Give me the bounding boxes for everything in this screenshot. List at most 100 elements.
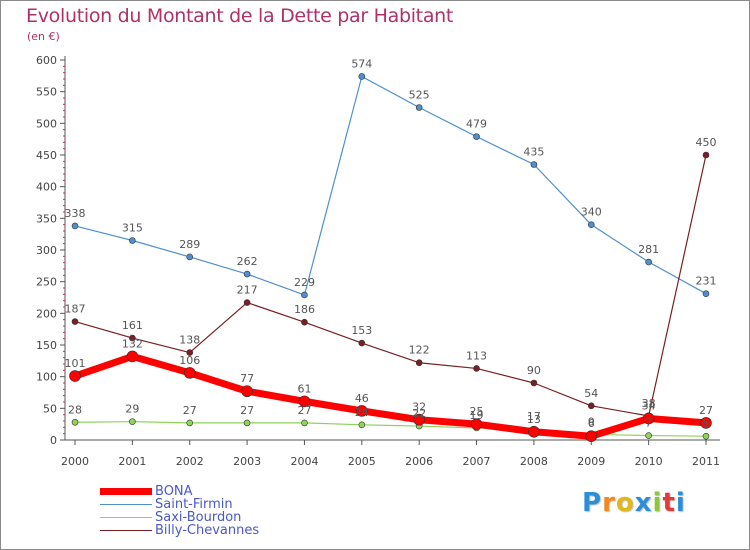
data-point-bona bbox=[241, 385, 253, 398]
legend-item-bona: BONA bbox=[100, 484, 320, 499]
y-tick-label: 50 bbox=[43, 402, 57, 415]
data-point-saxi-bourdon bbox=[702, 432, 710, 440]
data-point-bona bbox=[298, 395, 311, 408]
data-label-billy-chevannes: 38 bbox=[642, 397, 656, 410]
legend-item-saxi-bourdon: Saxi-Bourdon bbox=[100, 510, 320, 525]
data-label-annotation: 22 bbox=[412, 407, 426, 420]
legend-swatch-saxi-bourdon bbox=[100, 517, 152, 518]
data-point-billy-chevannes bbox=[301, 318, 308, 326]
logo-letter: r bbox=[602, 488, 616, 518]
data-label-bona: 132 bbox=[122, 337, 143, 350]
data-label-bona: 106 bbox=[179, 354, 200, 367]
data-point-billy-chevannes bbox=[473, 365, 480, 372]
x-tick-label: 2007 bbox=[463, 455, 491, 468]
data-label-bona: 46 bbox=[355, 392, 369, 405]
data-point-saint-firmin bbox=[415, 104, 423, 111]
data-point-billy-chevannes bbox=[186, 349, 194, 356]
proxiti-logo: Proxiti bbox=[582, 488, 686, 518]
data-label-bona: 27 bbox=[699, 404, 713, 417]
data-label-annotation: 6 bbox=[703, 417, 710, 430]
data-label-bona: 6 bbox=[588, 417, 595, 430]
data-label-annotation: 27 bbox=[183, 404, 197, 417]
data-point-saxi-bourdon bbox=[358, 421, 366, 429]
data-point-saxi-bourdon bbox=[243, 419, 251, 427]
y-tick-label: 200 bbox=[36, 307, 57, 320]
data-label-saint-firmin: 262 bbox=[237, 255, 258, 268]
data-point-saxi-bourdon bbox=[186, 419, 194, 427]
series-line-billy-chevannes bbox=[74, 154, 707, 417]
data-label-billy-chevannes: 186 bbox=[294, 303, 315, 316]
data-label-billy-chevannes: 161 bbox=[122, 319, 143, 332]
data-point-saxi-bourdon bbox=[71, 418, 79, 426]
logo-letter: i bbox=[675, 488, 686, 518]
x-tick-label: 2006 bbox=[405, 455, 433, 468]
y-tick-label: 300 bbox=[36, 244, 57, 257]
logo-letter: t bbox=[662, 488, 676, 518]
legend-swatch-saint-firmin bbox=[100, 504, 152, 505]
data-point-billy-chevannes bbox=[71, 318, 79, 325]
data-label-billy-chevannes: 90 bbox=[527, 364, 541, 377]
data-point-saint-firmin bbox=[473, 133, 480, 140]
legend: BONA Saint-Firmin Saxi-Bourdon Billy-Che… bbox=[100, 484, 320, 538]
legend-swatch-billy-chevannes bbox=[100, 530, 152, 531]
legend-item-billy-chevannes: Billy-Chevannes bbox=[100, 523, 320, 538]
data-label-bona: 13 bbox=[527, 413, 541, 426]
y-tick-label: 450 bbox=[36, 149, 57, 162]
data-label-billy-chevannes: 122 bbox=[409, 344, 430, 357]
data-point-saint-firmin bbox=[358, 73, 366, 80]
x-tick-label: 2009 bbox=[577, 455, 605, 468]
data-point-saxi-bourdon bbox=[129, 418, 136, 425]
x-tick-label: 2003 bbox=[233, 455, 261, 468]
logo-letter: x bbox=[634, 488, 653, 518]
data-point-saxi-bourdon bbox=[645, 432, 652, 439]
data-label-saint-firmin: 525 bbox=[409, 89, 430, 102]
data-label-saint-firmin: 574 bbox=[351, 57, 372, 70]
data-label-annotation: 19 bbox=[470, 409, 484, 422]
data-point-bona bbox=[585, 430, 598, 443]
legend-item-saint-firmin: Saint-Firmin bbox=[100, 497, 320, 512]
data-point-saint-firmin bbox=[587, 221, 595, 228]
data-label-bona: 77 bbox=[240, 372, 254, 385]
data-label-saint-firmin: 338 bbox=[65, 207, 86, 220]
data-label-bona: 25 bbox=[470, 405, 484, 418]
x-tick-label: 2001 bbox=[118, 455, 146, 468]
data-label-annotation: 9 bbox=[588, 415, 595, 428]
data-label-annotation: 24 bbox=[355, 406, 369, 419]
x-tick-label: 2008 bbox=[520, 455, 548, 468]
x-tick-label: 2004 bbox=[290, 455, 318, 468]
y-tick-label: 350 bbox=[36, 212, 57, 225]
legend-label-bona: BONA bbox=[155, 484, 193, 499]
x-tick-label: 2010 bbox=[635, 455, 663, 468]
data-label-annotation: 27 bbox=[297, 404, 311, 417]
data-point-bona bbox=[700, 417, 712, 429]
data-point-billy-chevannes bbox=[702, 151, 710, 159]
data-point-saxi-bourdon bbox=[301, 419, 308, 427]
y-tick-label: 0 bbox=[50, 434, 57, 447]
data-point-bona bbox=[413, 413, 425, 426]
data-label-saint-firmin: 479 bbox=[466, 118, 487, 131]
data-label-saint-firmin: 229 bbox=[294, 276, 315, 289]
y-tick-label: 250 bbox=[36, 276, 57, 289]
x-tick-label: 2002 bbox=[176, 455, 204, 468]
data-label-billy-chevannes: 217 bbox=[237, 284, 258, 297]
y-tick-label: 550 bbox=[36, 86, 57, 99]
data-label-saint-firmin: 289 bbox=[179, 238, 200, 251]
data-label-bona: 61 bbox=[297, 382, 311, 395]
data-point-saint-firmin bbox=[645, 258, 652, 266]
data-label-saint-firmin: 340 bbox=[581, 206, 602, 219]
y-tick-label: 150 bbox=[36, 339, 57, 352]
data-point-saint-firmin bbox=[243, 270, 251, 278]
data-label-saint-firmin: 281 bbox=[638, 243, 659, 256]
data-point-billy-chevannes bbox=[587, 402, 595, 410]
y-tick-label: 100 bbox=[36, 371, 57, 384]
data-point-bona bbox=[183, 367, 196, 379]
chart-title: Evolution du Montant de la Dette par Hab… bbox=[26, 5, 454, 27]
data-label-annotation: 17 bbox=[527, 410, 541, 423]
y-tick-label: 600 bbox=[36, 54, 57, 67]
x-tick-label: 2011 bbox=[692, 455, 720, 468]
data-point-billy-chevannes bbox=[415, 359, 423, 367]
data-point-billy-chevannes bbox=[243, 299, 251, 306]
data-point-bona bbox=[528, 425, 540, 438]
legend-label-billy-chevannes: Billy-Chevannes bbox=[155, 523, 260, 538]
